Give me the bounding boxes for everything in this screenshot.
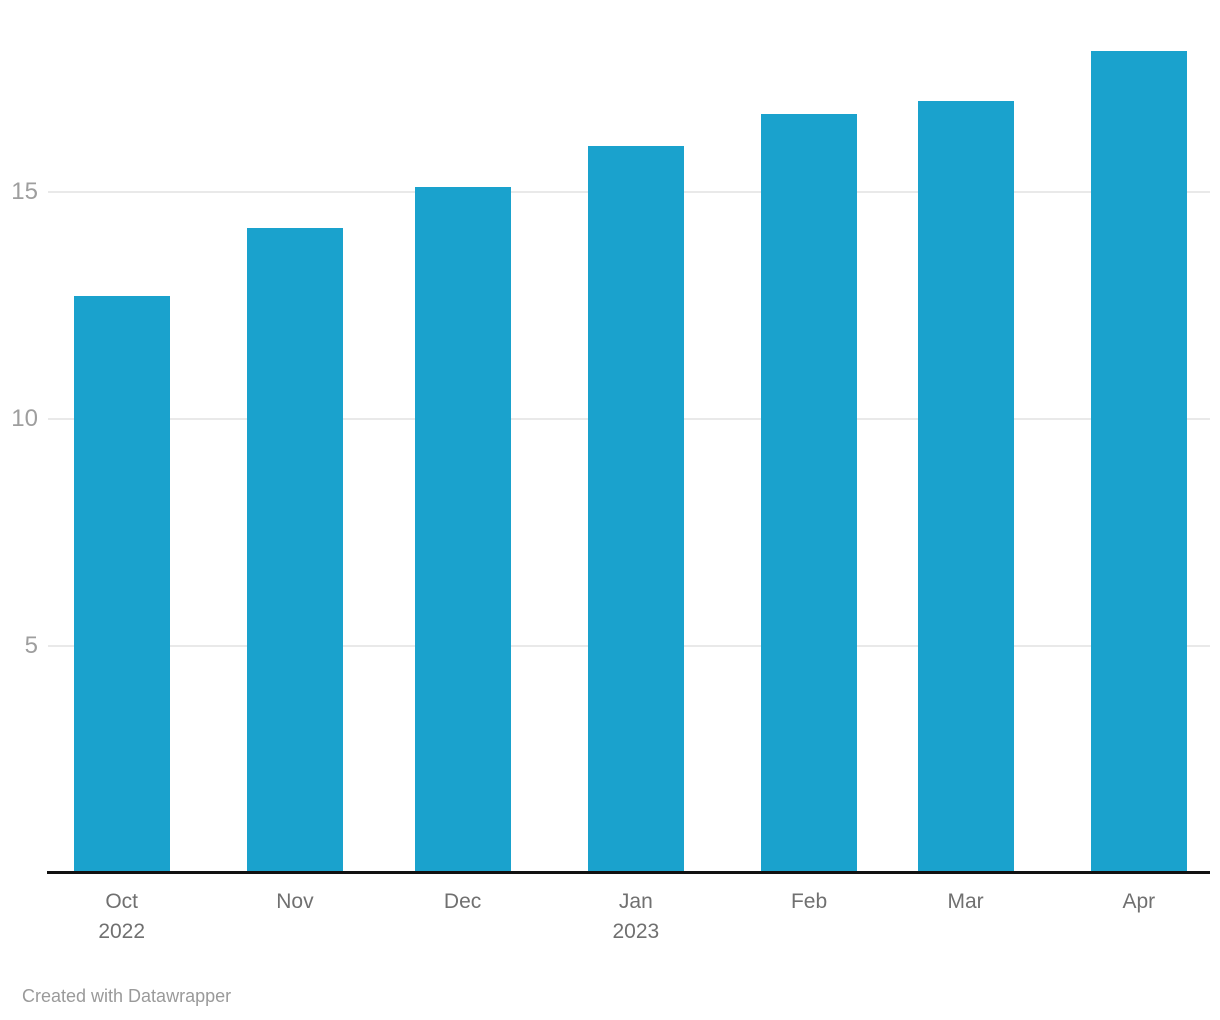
x-tick-label: Apr	[1069, 887, 1209, 917]
y-tick-label: 15	[11, 177, 38, 205]
bar-nov	[246, 227, 343, 873]
y-tick-label: 5	[24, 631, 38, 659]
bar-mar	[917, 100, 1014, 873]
x-tick-year: 2022	[98, 920, 146, 943]
bar-dec	[414, 186, 511, 873]
datawrapper-attribution: Created with Datawrapper	[22, 986, 232, 1006]
x-tick-label: Feb	[739, 887, 879, 917]
x-tick-month: Jan	[618, 890, 653, 913]
x-tick-month: Feb	[790, 890, 828, 913]
y-tick-label: 10	[11, 404, 38, 432]
bar-apr	[1090, 50, 1187, 873]
bar-jan	[587, 146, 684, 873]
x-tick-label: Jan 2023	[566, 887, 706, 947]
x-tick-year: 2023	[612, 920, 660, 943]
x-tick-label: Mar	[896, 887, 1036, 917]
x-tick-label: Dec	[393, 887, 533, 917]
x-tick-month: Dec	[443, 890, 482, 913]
bar-oct	[73, 295, 170, 873]
x-tick-label: Oct 2022	[52, 887, 192, 947]
x-tick-month: Apr	[1122, 890, 1156, 913]
x-axis-line	[47, 871, 1210, 874]
x-tick-month: Nov	[276, 890, 314, 913]
x-tick-month: Oct	[105, 890, 139, 913]
x-tick-label: Nov	[225, 887, 365, 917]
bar-feb	[761, 114, 858, 873]
x-tick-month: Mar	[947, 890, 984, 913]
